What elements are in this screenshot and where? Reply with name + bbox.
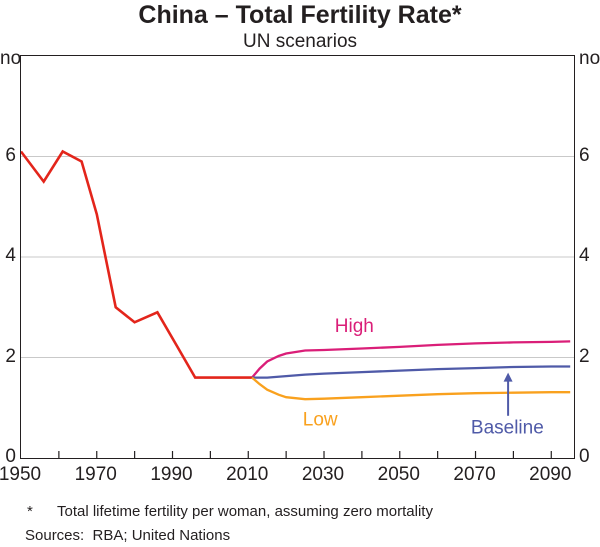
y-axis-label-left: 2 [5, 345, 16, 367]
y-axis-label-left: 6 [5, 144, 16, 166]
series-low-line [251, 376, 571, 401]
x-axis-label: 1950 [0, 464, 42, 485]
y-axis-unit-right: no [579, 48, 600, 69]
y-axis-label-right: 0 [579, 446, 590, 467]
chart-title: China – Total Fertility Rate* [138, 1, 462, 29]
baseline-arrow-head [503, 372, 513, 382]
annotation-baseline-label: Baseline [471, 417, 544, 438]
annotation-low-label: Low [303, 409, 338, 430]
x-axis-label: 2050 [377, 464, 420, 485]
series-high-line [251, 340, 571, 379]
y-axis-label-right: 4 [579, 245, 590, 266]
x-axis-label: 2030 [301, 464, 345, 485]
sources-line: Sources: RBA; United Nations [25, 527, 231, 544]
y-axis-label-right: 2 [579, 345, 590, 367]
y-axis-label-right: 6 [579, 144, 590, 166]
series-baseline-line [252, 365, 571, 379]
footnote-asterisk: * [27, 503, 33, 520]
chart-subtitle: UN scenarios [242, 31, 358, 52]
x-axis-label: 2010 [226, 464, 269, 485]
x-axis-label: 2070 [453, 464, 496, 485]
x-axis-label: 2090 [529, 464, 572, 485]
annotation-high-label: High [335, 316, 374, 337]
y-axis-label-left: 4 [5, 245, 16, 266]
chart-canvas: High Low Baseline [21, 149, 574, 458]
x-axis-label: 1990 [150, 464, 193, 485]
plot-area: High Low Baseline [20, 55, 575, 459]
x-axis-label: 1970 [74, 464, 117, 485]
y-axis-label-left: 0 [5, 446, 16, 467]
footnote-text: Total lifetime fertility per woman, assu… [57, 503, 433, 520]
y-axis-unit-left: no [0, 48, 22, 69]
series-history-line [21, 149, 252, 379]
